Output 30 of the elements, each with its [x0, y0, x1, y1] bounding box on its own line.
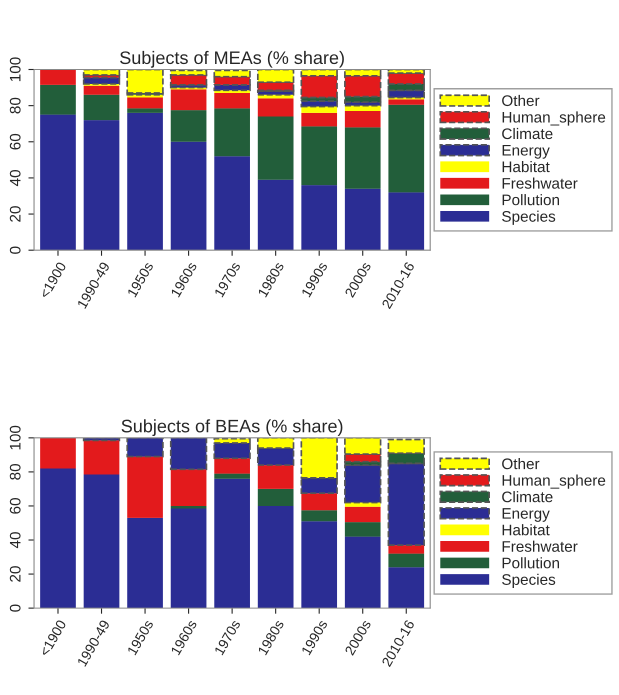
legend-label: Other — [502, 94, 540, 106]
y-tick-label: 80 — [10, 98, 21, 114]
legend-label: Energy — [502, 508, 550, 522]
y-tick-label: 60 — [10, 134, 21, 150]
legend-label: Habitat — [502, 160, 550, 172]
y-tick-label: 60 — [10, 498, 21, 514]
legend-label: Human_sphere — [502, 111, 606, 126]
legend-label: Species — [502, 210, 556, 225]
y-tick-label: 0 — [10, 246, 21, 254]
legend-label: Climate — [502, 128, 552, 140]
y-tick-label: 20 — [10, 566, 21, 582]
legend-label: Human_sphere — [502, 474, 606, 489]
chart-title: Subjects of MEAs (% share) — [120, 50, 344, 68]
legend-label: Pollution — [502, 557, 559, 568]
legend-label: Climate — [502, 491, 552, 502]
chart-title: Subjects of BEAs (% share) — [122, 419, 342, 436]
legend-label: Freshwater — [502, 178, 578, 189]
y-tick-label: 100 — [10, 426, 21, 450]
y-tick-label: 80 — [10, 464, 21, 480]
legend-label: Other — [502, 458, 540, 470]
legend-label: Species — [502, 574, 556, 588]
legend-label: Pollution — [502, 194, 559, 206]
legend-label: Freshwater — [502, 540, 578, 552]
legend-label: Energy — [502, 145, 550, 159]
y-tick-label: 40 — [10, 532, 21, 548]
y-tick-label: 0 — [10, 604, 21, 612]
y-tick-label: 100 — [10, 57, 21, 82]
legend-label: Habitat — [502, 524, 550, 536]
y-tick-label: 40 — [10, 170, 21, 186]
y-tick-label: 20 — [10, 206, 21, 222]
